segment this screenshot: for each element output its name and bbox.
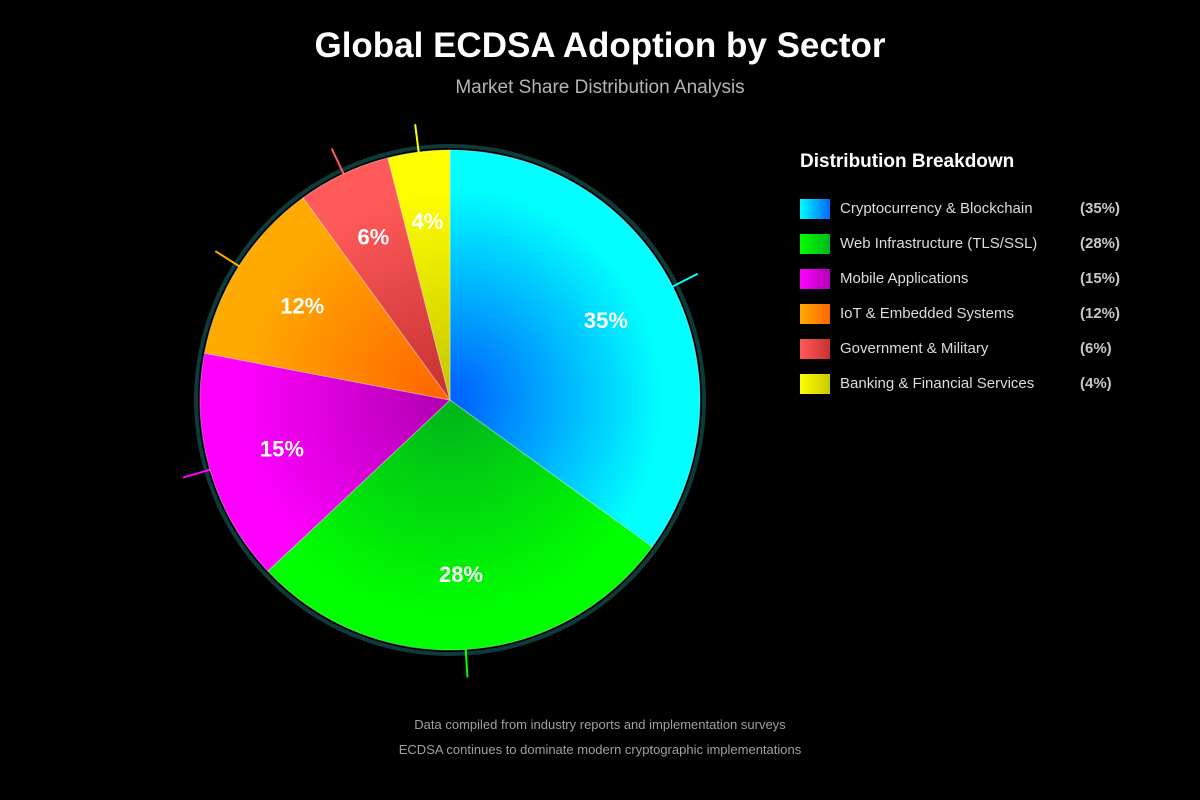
slice-percent-label: 35% — [584, 308, 628, 333]
legend-value: (12%) — [1080, 305, 1121, 322]
chart-title: Global ECDSA Adoption by Sector — [314, 26, 886, 65]
pie-slice — [449, 149, 701, 548]
legend-item: Banking & Financial Services (4%) — [800, 374, 1160, 409]
legend-value: (15%) — [1080, 270, 1121, 287]
pie-slice — [302, 157, 451, 401]
legend-item: Cryptocurrency & Blockchain (35%) — [800, 199, 1160, 234]
legend-label: Web Infrastructure (TLS/SSL) — [840, 235, 1038, 252]
legend-label: Mobile Applications — [840, 270, 969, 287]
footer-note-2: ECDSA continues to dominate modern crypt… — [398, 742, 802, 757]
slice-tick — [330, 148, 346, 177]
slice-tick — [464, 647, 469, 678]
legend-value: (4%) — [1080, 375, 1112, 392]
slice-tick — [182, 468, 213, 479]
legend-label: Cryptocurrency & Blockchain — [840, 200, 1033, 217]
legend-label: IoT & Embedded Systems — [840, 305, 1014, 322]
legend-swatch — [800, 269, 830, 289]
pie-slice — [203, 197, 452, 401]
legend-label: Government & Military — [840, 340, 989, 357]
slice-percent-label: 4% — [412, 209, 444, 234]
legend-swatch — [800, 339, 830, 359]
pie-slice — [199, 352, 452, 572]
slice-tick — [414, 124, 420, 155]
legend-swatch — [800, 234, 830, 254]
slice-percent-label: 15% — [260, 436, 304, 461]
slice-percent-label: 12% — [280, 294, 324, 319]
legend-value: (28%) — [1080, 235, 1121, 252]
legend-item: Government & Military (6%) — [800, 339, 1160, 374]
slice-percent-label: 6% — [357, 225, 389, 250]
footer-note-1: Data compiled from industry reports and … — [414, 717, 786, 732]
legend-swatch — [800, 199, 830, 219]
pie-glow-ring — [194, 144, 706, 656]
legend-value: (6%) — [1080, 340, 1112, 357]
slice-tick — [214, 250, 242, 268]
legend: Distribution Breakdown Cryptocurrency & … — [800, 150, 1160, 409]
legend-label: Banking & Financial Services — [840, 375, 1035, 392]
legend-title: Distribution Breakdown — [800, 151, 1015, 172]
legend-value: (35%) — [1080, 200, 1121, 217]
pie-slice — [267, 399, 653, 651]
slice-percent-label: 28% — [439, 562, 483, 587]
slice-tick — [670, 272, 699, 289]
legend-swatch — [800, 304, 830, 324]
chart-subtitle: Market Share Distribution Analysis — [455, 77, 745, 98]
legend-swatch — [800, 374, 830, 394]
pie-slice — [387, 149, 451, 401]
legend-item: Mobile Applications (15%) — [800, 269, 1160, 304]
legend-item: IoT & Embedded Systems (12%) — [800, 304, 1160, 339]
legend-item: Web Infrastructure (TLS/SSL) (28%) — [800, 234, 1160, 269]
